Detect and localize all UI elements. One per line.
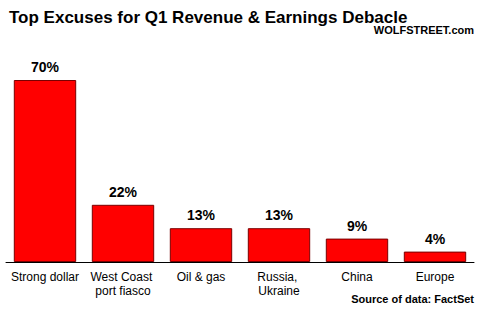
- svg-text:70%: 70%: [31, 59, 60, 75]
- svg-text:22%: 22%: [109, 184, 138, 200]
- svg-text:Oil & gas: Oil & gas: [177, 270, 226, 284]
- svg-text:WOLFSTREET.com: WOLFSTREET.com: [374, 24, 474, 36]
- svg-text:Source of data: FactSet: Source of data: FactSet: [351, 293, 474, 305]
- svg-text:13%: 13%: [187, 207, 216, 223]
- svg-text:Top Excuses for Q1 Revenue & E: Top Excuses for Q1 Revenue & Earnings De…: [9, 8, 407, 27]
- svg-text:13%: 13%: [265, 207, 294, 223]
- svg-text:9%: 9%: [347, 218, 368, 234]
- svg-text:Russia,: Russia,: [257, 270, 300, 284]
- svg-text:China: China: [341, 270, 373, 284]
- svg-text:West Coast: West Coast: [90, 270, 155, 284]
- svg-text:4%: 4%: [425, 231, 446, 247]
- svg-text:Europe: Europe: [416, 270, 455, 284]
- svg-text:Strong dollar: Strong dollar: [11, 270, 79, 284]
- svg-text:port fiasco: port fiasco: [95, 284, 151, 298]
- svg-text:Ukraine: Ukraine: [258, 284, 300, 298]
